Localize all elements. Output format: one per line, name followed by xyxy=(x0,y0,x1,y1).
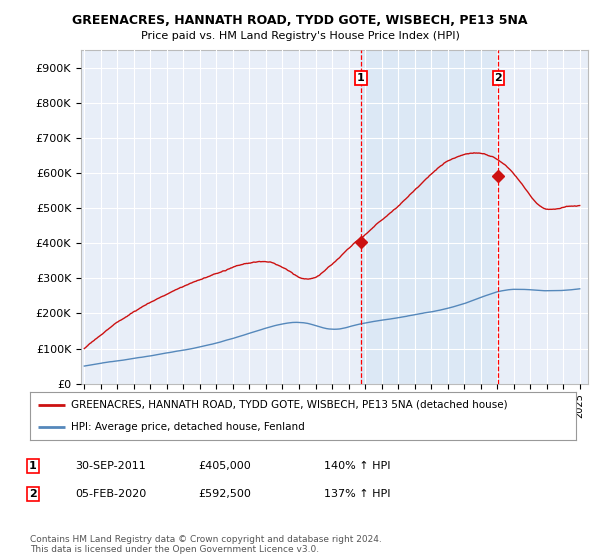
Text: Contains HM Land Registry data © Crown copyright and database right 2024.
This d: Contains HM Land Registry data © Crown c… xyxy=(30,535,382,554)
Text: 05-FEB-2020: 05-FEB-2020 xyxy=(75,489,146,499)
Text: 140% ↑ HPI: 140% ↑ HPI xyxy=(324,461,391,472)
Bar xyxy=(361,50,499,384)
Text: £592,500: £592,500 xyxy=(198,489,251,499)
Text: 1: 1 xyxy=(29,461,37,472)
Text: Price paid vs. HM Land Registry's House Price Index (HPI): Price paid vs. HM Land Registry's House … xyxy=(140,31,460,41)
Text: GREENACRES, HANNATH ROAD, TYDD GOTE, WISBECH, PE13 5NA (detached house): GREENACRES, HANNATH ROAD, TYDD GOTE, WIS… xyxy=(71,400,508,410)
Text: 2: 2 xyxy=(494,73,502,83)
Text: £405,000: £405,000 xyxy=(198,461,251,472)
Text: 2: 2 xyxy=(29,489,37,499)
Text: HPI: Average price, detached house, Fenland: HPI: Average price, detached house, Fenl… xyxy=(71,422,305,432)
Text: 1: 1 xyxy=(357,73,365,83)
Text: 137% ↑ HPI: 137% ↑ HPI xyxy=(324,489,391,499)
Text: GREENACRES, HANNATH ROAD, TYDD GOTE, WISBECH, PE13 5NA: GREENACRES, HANNATH ROAD, TYDD GOTE, WIS… xyxy=(72,14,528,27)
Text: 30-SEP-2011: 30-SEP-2011 xyxy=(75,461,146,472)
